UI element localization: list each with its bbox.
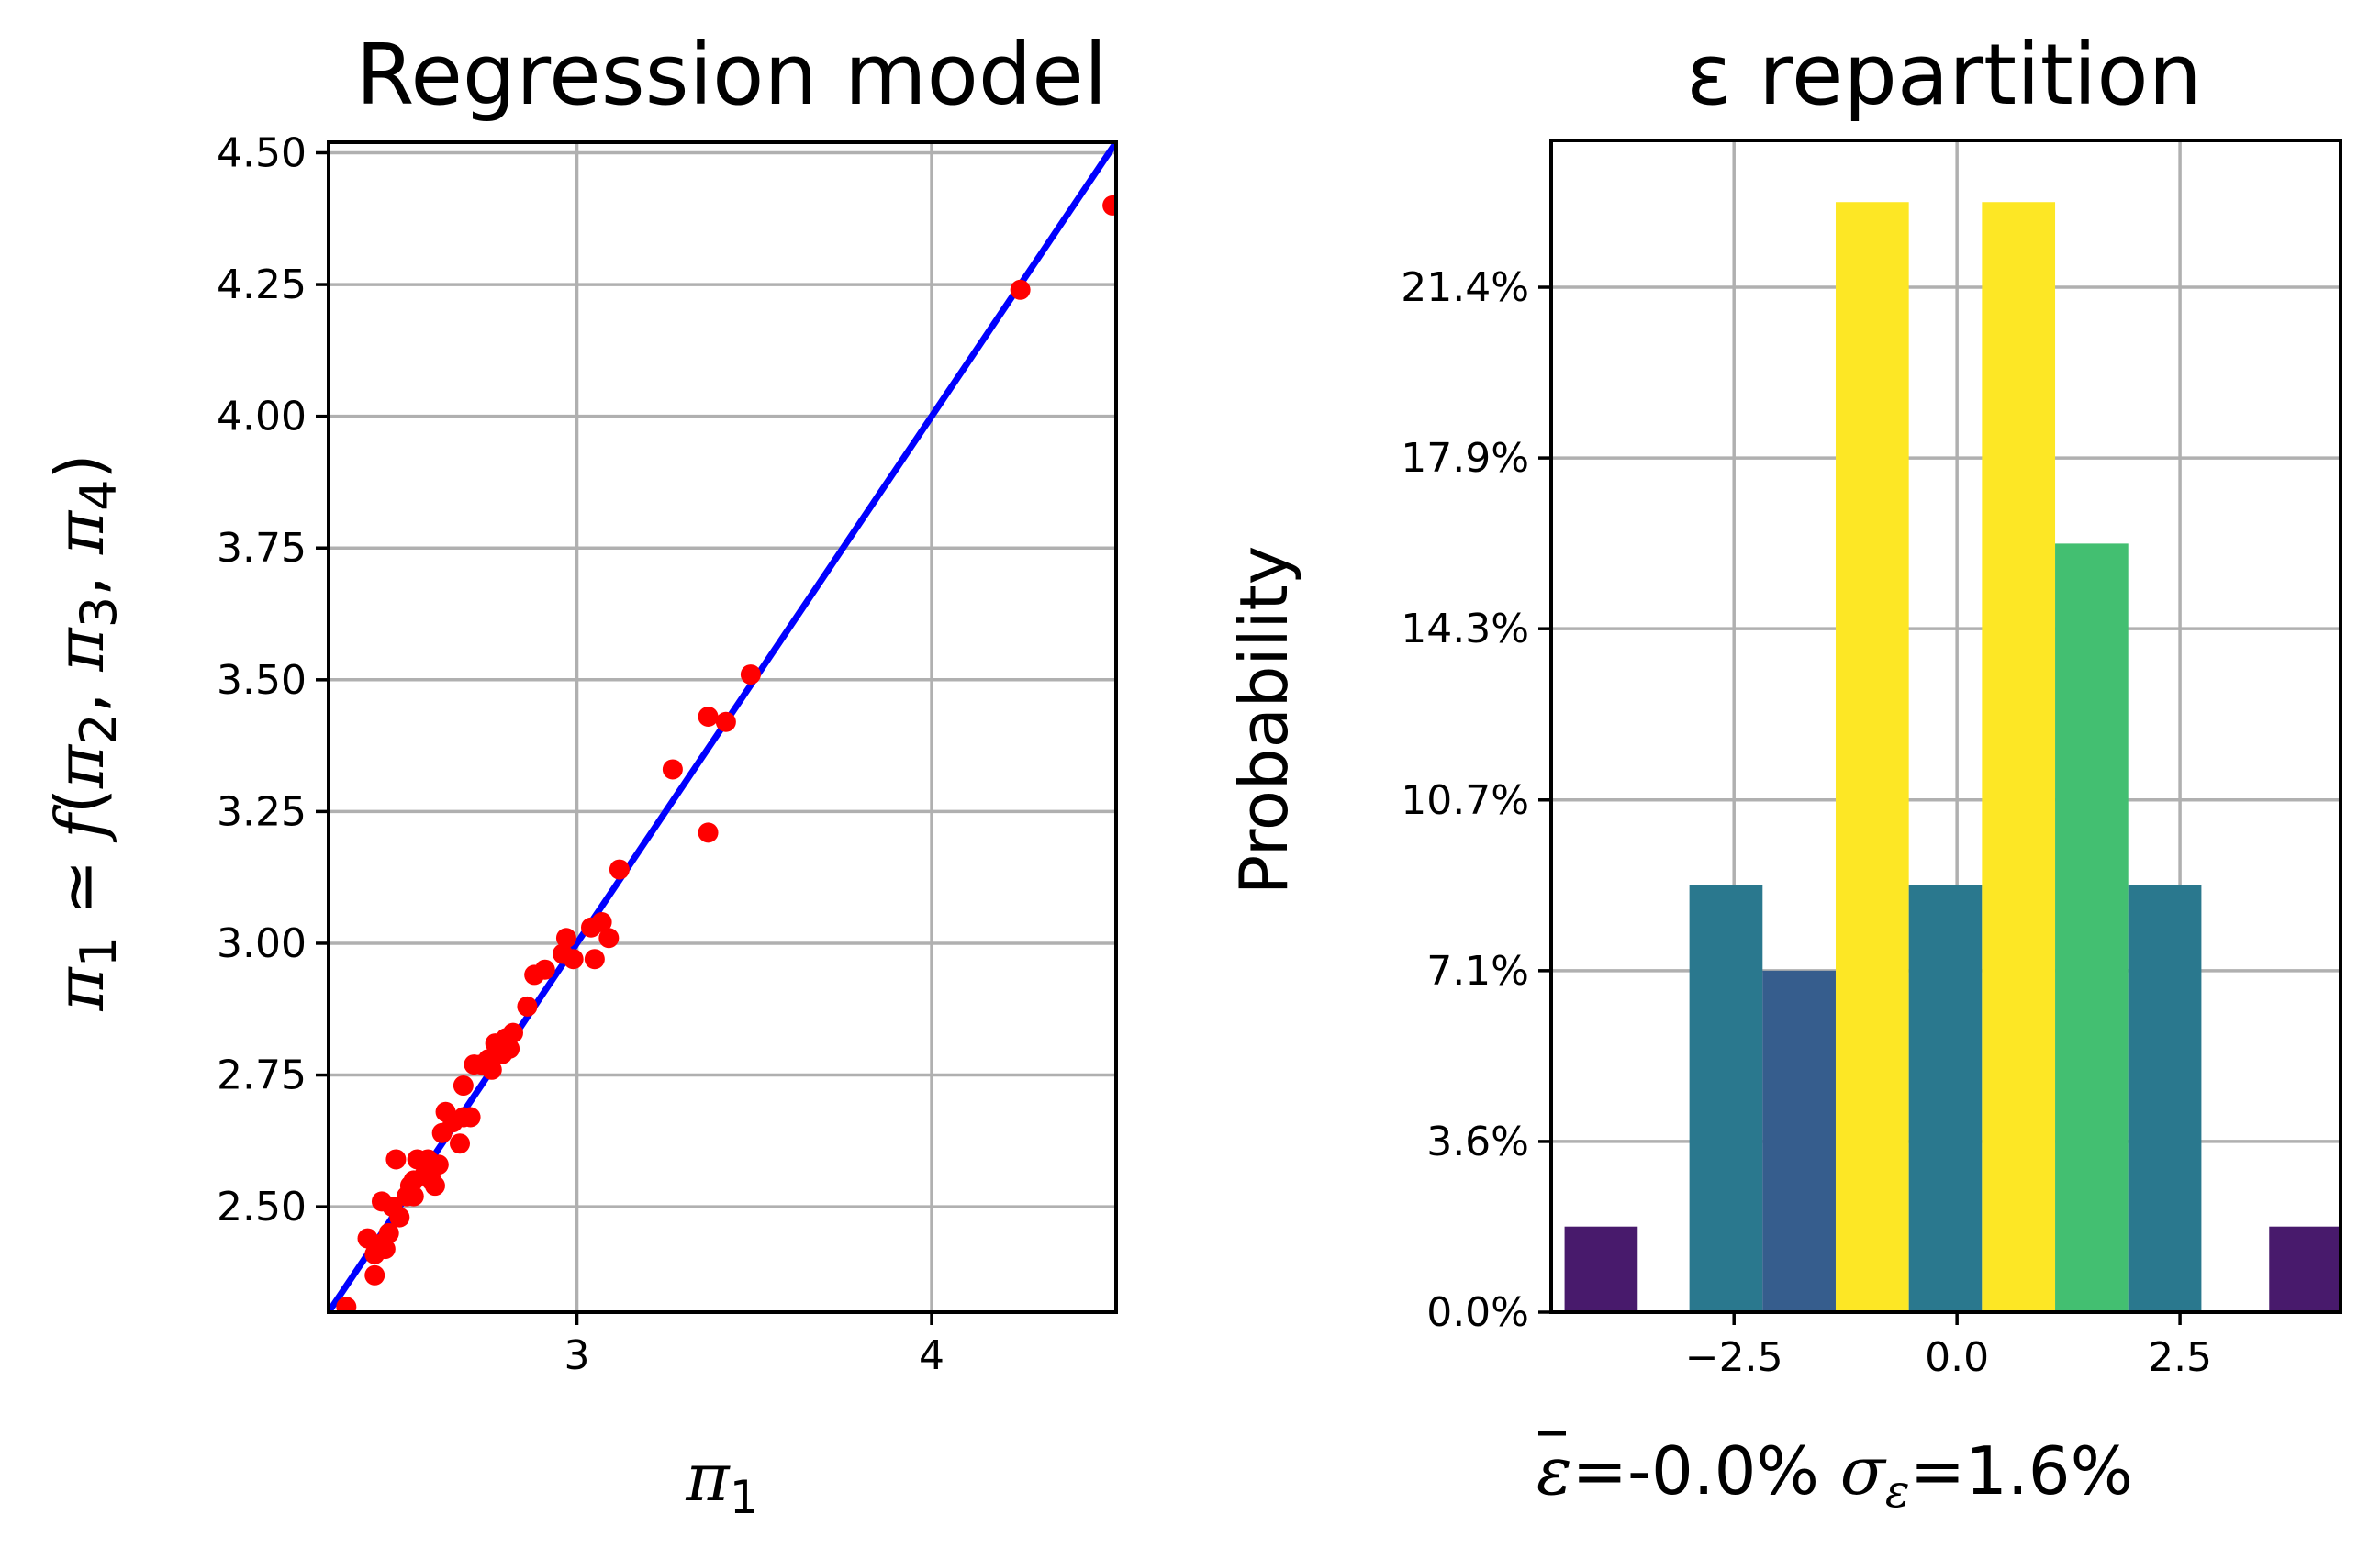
regression-point [563, 949, 584, 970]
epsilon-histogram-bar [1982, 202, 2056, 1313]
regression-x-tick-label: 4 [919, 1332, 944, 1379]
regression-point [364, 1264, 385, 1286]
epsilon-x-tick-label: −2.5 [1685, 1334, 1783, 1381]
regression-point [499, 1038, 520, 1059]
regression-point [1010, 279, 1031, 300]
regression-y-ticks: 2.50 2.75 3.00 3.25 3.50 3.75 4.00 4.25 4.50 [217, 129, 329, 1231]
regression-y-tick-label: 2.50 [217, 1184, 307, 1231]
regression-y-tick-label: 3.25 [217, 788, 307, 835]
regression-axes-frame [327, 140, 1118, 1314]
epsilon-y-tick-label: 3.6% [1426, 1119, 1529, 1165]
regression-point [1102, 195, 1116, 216]
epsilon-x-ticks: −2.5 0.0 2.5 [1685, 1312, 2212, 1381]
epsilon-y-label: Probability [1225, 546, 1302, 896]
regression-point [385, 1149, 407, 1170]
regression-point [698, 822, 719, 843]
epsilon-x-tick-label: 2.5 [2148, 1334, 2212, 1381]
regression-y-tick-label: 3.50 [217, 657, 307, 704]
epsilon-y-tick-label: 14.3% [1401, 606, 1529, 652]
regression-point [715, 711, 736, 732]
regression-point [555, 928, 576, 949]
epsilon-y-ticks: 0.0% 3.6% 7.1% 10.7% 14.3% 17.9% 21.4% [1401, 264, 1551, 1336]
regression-point [584, 949, 605, 970]
regression-x-tick-label: 3 [564, 1332, 590, 1379]
epsilon-x-label: ε=-0.0% σε=1.6% [1536, 1431, 2133, 1518]
epsilon-y-tick-label: 7.1% [1426, 948, 1529, 995]
regression-y-tick-label: 4.00 [217, 394, 307, 440]
regression-point [609, 859, 630, 880]
epsilon-histogram-bar [1564, 1226, 1638, 1312]
regression-point [517, 996, 538, 1017]
regression-point [698, 707, 719, 728]
regression-y-tick-label: 4.50 [217, 129, 307, 176]
regression-title: Regression model [356, 26, 1108, 124]
epsilon-histogram-bar [2055, 543, 2129, 1312]
regression-point [450, 1133, 470, 1154]
regression-point [534, 959, 555, 980]
regression-point [591, 912, 612, 932]
regression-point [662, 759, 683, 780]
regression-y-tick-label: 4.25 [217, 262, 307, 308]
regression-y-tick-label: 2.75 [217, 1052, 307, 1099]
epsilon-histogram-bar [2269, 1226, 2342, 1312]
regression-points [336, 195, 1116, 1312]
epsilon-histogram-bar [1689, 885, 1763, 1312]
regression-point [740, 664, 761, 685]
regression-point [336, 1297, 357, 1312]
epsilon-title: ε repartition [1686, 26, 2202, 124]
regression-y-label: π1 ≃ f(π2, π3, π4) [41, 453, 128, 1011]
regression-point [502, 1022, 523, 1043]
epsilon-axes-frame [1549, 139, 2342, 1314]
epsilon-y-tick-label: 10.7% [1401, 777, 1529, 824]
regression-point [424, 1175, 445, 1197]
regression-plot-area [329, 142, 1116, 1312]
regression-y-tick-label: 3.00 [217, 920, 307, 967]
regression-point [481, 1059, 502, 1080]
epsilon-x-tick-label: 0.0 [1925, 1334, 1989, 1381]
regression-y-tick-label: 3.75 [217, 525, 307, 572]
epsilon-histogram-bar [1908, 885, 1983, 1312]
epsilon-y-tick-label: 0.0% [1426, 1289, 1529, 1336]
regression-point [389, 1207, 410, 1228]
epsilon-histogram-bar [2128, 885, 2202, 1312]
regression-point [378, 1222, 399, 1243]
svg-text:ε=-0.0% σε=1.6%: ε=-0.0% σε=1.6% [1536, 1432, 2133, 1518]
epsilon-panel: ε repartition −2.5 0.0 2.5 0.0% 3.6% 7.1% 10.… [1225, 26, 2342, 1518]
epsilon-histogram-bar [1835, 202, 1909, 1313]
regression-point [374, 1239, 396, 1260]
epsilon-histogram-bar [1762, 970, 1836, 1312]
epsilon-histogram-bars [1564, 202, 2342, 1313]
epsilon-y-tick-label: 17.9% [1401, 435, 1529, 482]
regression-grid [329, 142, 1116, 1312]
regression-point [453, 1075, 474, 1097]
regression-point [598, 928, 620, 949]
regression-point [428, 1154, 449, 1175]
regression-point [460, 1107, 481, 1128]
regression-point [403, 1186, 424, 1207]
epsilon-y-tick-label: 21.4% [1401, 264, 1529, 311]
